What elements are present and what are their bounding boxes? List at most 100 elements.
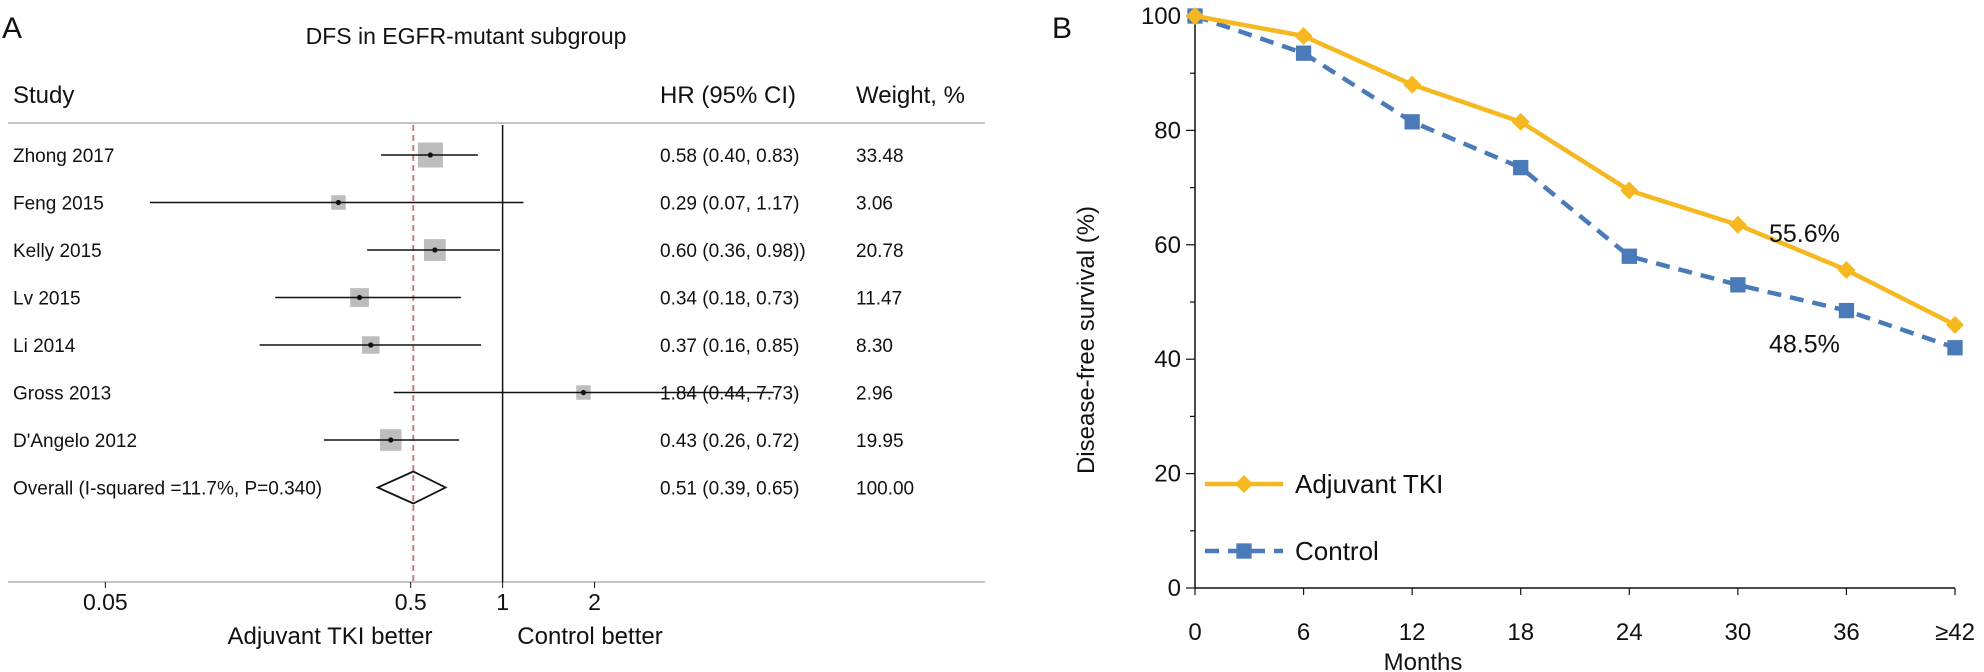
forest-tick-label: 2	[588, 589, 601, 615]
forest-title: DFS in EGFR-mutant subgroup	[306, 23, 627, 49]
forest-row: Lv 2015 0.34 (0.18, 0.73) 11.47	[13, 288, 902, 310]
value-annotation: 48.5%	[1769, 331, 1840, 359]
weight-text: 19.95	[856, 431, 904, 452]
square-marker	[1404, 114, 1420, 130]
study-name: Kelly 2015	[13, 241, 102, 262]
point-estimate-dot	[427, 152, 433, 158]
weight-text: 11.47	[856, 289, 902, 310]
point-estimate-dot	[580, 389, 587, 396]
forest-row: D'Angelo 2012 0.43 (0.26, 0.72) 19.95	[13, 429, 904, 452]
forest-row: Kelly 2015 0.60 (0.36, 0.98)) 20.78	[13, 239, 904, 262]
x-axis-label: Months	[1384, 649, 1463, 672]
hr-ci-text: 0.37 (0.16, 0.85)	[660, 336, 799, 357]
diamond-marker	[1728, 215, 1747, 234]
square-marker	[1838, 302, 1855, 319]
panel-a-label: A	[2, 12, 22, 45]
x-tick-label: 24	[1616, 619, 1643, 646]
study-name: Li 2014	[13, 336, 76, 357]
forest-row: Zhong 2017 0.58 (0.40, 0.83) 33.48	[13, 142, 904, 168]
column-header-study: Study	[13, 82, 74, 109]
study-name: Zhong 2017	[13, 146, 114, 167]
diamond-marker	[1946, 315, 1964, 334]
legend-item: Adjuvant TKI	[1205, 469, 1443, 499]
forest-tick-label: 0.5	[395, 589, 427, 615]
forest-tick-label: 0.05	[83, 589, 128, 615]
y-axis-label: Disease-free survival (%)	[1073, 206, 1100, 474]
hr-ci-text: 0.34 (0.18, 0.73)	[660, 289, 799, 310]
x-tick-label: 18	[1507, 619, 1534, 646]
legend-label: Adjuvant TKI	[1295, 469, 1443, 499]
y-tick-label: 100	[1141, 3, 1181, 30]
hr-ci-text: 0.29 (0.07, 1.17)	[660, 194, 799, 215]
point-estimate-dot	[356, 294, 363, 301]
point-estimate-dot	[335, 199, 342, 206]
forest-reference-lines	[412, 125, 504, 582]
study-name: Feng 2015	[13, 194, 104, 215]
y-tick-label: 60	[1154, 232, 1181, 259]
square-marker	[1947, 340, 1963, 356]
forest-row: Feng 2015 0.29 (0.07, 1.17) 3.06	[13, 194, 893, 215]
square-marker	[1295, 45, 1312, 61]
line-axes: 0 20 40 60 80 100 0 6 12 18 24 30 36 ≥42	[1141, 3, 1975, 646]
legend-item: Control	[1205, 536, 1379, 566]
y-tick-label: 40	[1154, 346, 1181, 373]
forest-tick-label: 1	[496, 589, 509, 615]
weight-text: 8.30	[856, 336, 893, 357]
forest-row: Li 2014 0.37 (0.16, 0.85) 8.30	[13, 336, 893, 357]
x-tick-label: 36	[1833, 619, 1860, 646]
square-marker	[1513, 159, 1529, 176]
hr-ci-text: 1.84 (0.44, 7.73)	[660, 384, 799, 405]
forest-tick-labels: 0.05 0.5 1 2	[83, 582, 601, 615]
series-line	[1194, 13, 1956, 350]
study-name: Gross 2013	[13, 384, 111, 405]
square-marker	[1621, 248, 1637, 264]
forest-row: Gross 2013 1.84 (0.44, 7.73) 2.96	[13, 384, 893, 405]
weight-text: 3.06	[856, 194, 893, 215]
study-name: D'Angelo 2012	[13, 431, 137, 452]
x-tick-label: 0	[1188, 619, 1201, 646]
diamond-marker	[1620, 181, 1639, 200]
legend: Adjuvant TKI Control	[1205, 469, 1443, 566]
square-marker	[1730, 277, 1746, 293]
line-series: 55.6% 48.5%	[1186, 7, 1964, 359]
x-tick-label: 30	[1725, 619, 1752, 646]
column-header-hr: HR (95% CI)	[660, 82, 796, 109]
y-tick-label: 20	[1154, 461, 1181, 488]
diamond-marker	[1186, 7, 1204, 25]
overall-weight-text: 100.00	[856, 479, 914, 500]
x-tick-label: ≥42	[1935, 619, 1975, 646]
diamond-marker	[1235, 475, 1253, 493]
series-line	[1194, 13, 1957, 327]
point-estimate-dot	[432, 247, 438, 253]
legend-label: Control	[1295, 536, 1379, 566]
panel-b-label: B	[1052, 12, 1072, 45]
weight-text: 20.78	[856, 241, 904, 262]
hr-ci-text: 0.43 (0.26, 0.72)	[660, 431, 799, 452]
diamond-marker	[1403, 75, 1422, 94]
series-control	[1187, 8, 1963, 356]
value-annotation: 55.6%	[1769, 220, 1840, 248]
diamond-marker	[1294, 27, 1313, 46]
y-tick-label: 0	[1168, 575, 1181, 602]
forest-rows: Zhong 2017 0.58 (0.40, 0.83) 33.48 Feng 201…	[13, 142, 914, 505]
weight-text: 33.48	[856, 146, 904, 167]
column-header-weight: Weight, %	[856, 82, 965, 109]
point-estimate-dot	[368, 342, 374, 348]
diamond-marker	[1837, 260, 1856, 279]
study-name: Lv 2015	[13, 289, 81, 310]
point-estimate-dot	[388, 437, 394, 443]
hr-ci-text: 0.60 (0.36, 0.98))	[660, 241, 806, 262]
y-tick-label: 80	[1154, 117, 1181, 144]
forest-row-overall: Overall (I-squared =11.7%, P=0.340) 0.51 …	[13, 470, 914, 505]
overall-label: Overall (I-squared =11.7%, P=0.340)	[13, 479, 322, 500]
series-adjuvant-tki	[1186, 7, 1964, 334]
weight-text: 2.96	[856, 384, 893, 405]
favours-right-label: Control better	[517, 623, 662, 650]
favours-left-label: Adjuvant TKI better	[227, 623, 432, 650]
overall-diamond	[375, 470, 448, 505]
hr-ci-text: 0.58 (0.40, 0.83)	[660, 146, 799, 167]
square-marker	[1236, 543, 1252, 559]
overall-hr-text: 0.51 (0.39, 0.65)	[660, 479, 799, 500]
x-tick-label: 12	[1399, 619, 1426, 646]
